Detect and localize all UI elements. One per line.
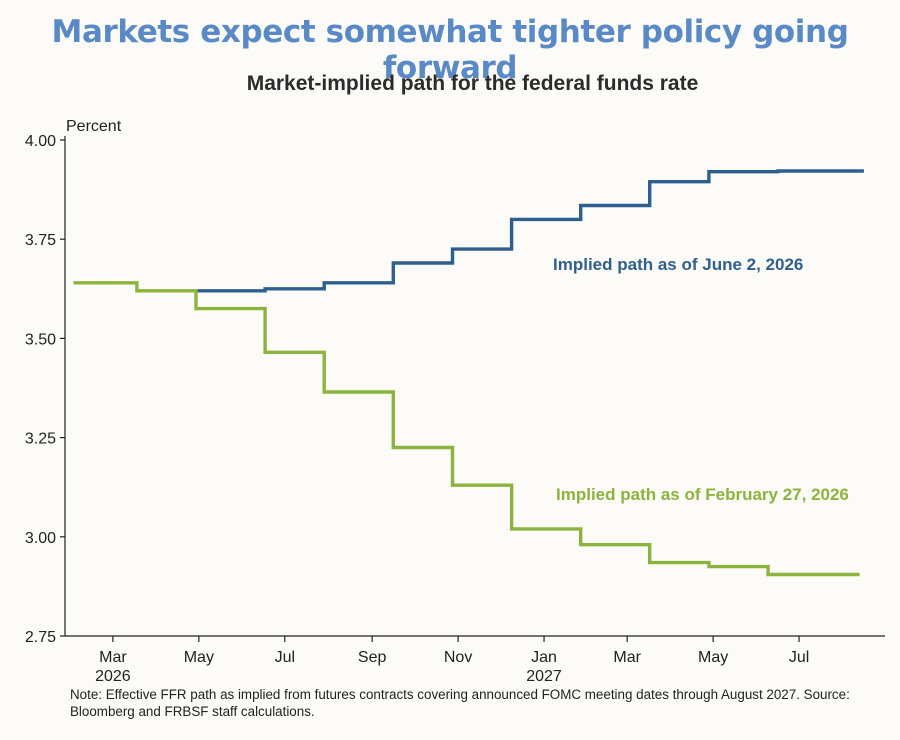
series-line-february — [73, 281, 860, 577]
x-tick-label: May — [184, 649, 214, 666]
y-tick-label: 2.75 — [25, 629, 56, 646]
x-tick-label: Jul — [789, 649, 809, 666]
series-label-february: Implied path as of February 27, 2026 — [556, 485, 849, 504]
headline: Markets expect somewhat tighter policy g… — [51, 14, 849, 86]
y-tick-label: 3.75 — [25, 232, 56, 249]
x-tick-label: Mar — [613, 649, 641, 666]
y-tick-label: 3.00 — [25, 530, 56, 547]
series-line-june — [197, 169, 864, 293]
axes: 4.00 3.75 3.50 3.25 3.00 2.75 Percent Mar 2026 Ma… — [25, 118, 885, 685]
x-tick-year-label: 2027 — [526, 668, 562, 685]
series-lines — [73, 169, 864, 577]
footnote: Note: Effective FFR path as implied from… — [70, 687, 850, 719]
y-axis-unit-label: Percent — [66, 118, 122, 135]
x-tick-label: Jul — [275, 649, 295, 666]
series-label-june: Implied path as of June 2, 2026 — [553, 255, 803, 274]
chart-title: Market-implied path for the federal fund… — [246, 72, 699, 95]
x-tick-label: Nov — [444, 649, 472, 666]
y-tick-label: 3.50 — [25, 331, 56, 348]
x-tick-year-label: 2026 — [95, 668, 131, 685]
y-tick-label: 4.00 — [25, 133, 56, 150]
series-labels: Implied path as of June 2, 2026 Implied p… — [553, 255, 849, 504]
x-tick-label: Mar — [99, 649, 127, 666]
x-tick-label: Sep — [358, 649, 387, 666]
y-tick-label: 3.25 — [25, 431, 56, 448]
x-tick-label: Jan — [531, 649, 557, 666]
x-tick-label: May — [698, 649, 728, 666]
